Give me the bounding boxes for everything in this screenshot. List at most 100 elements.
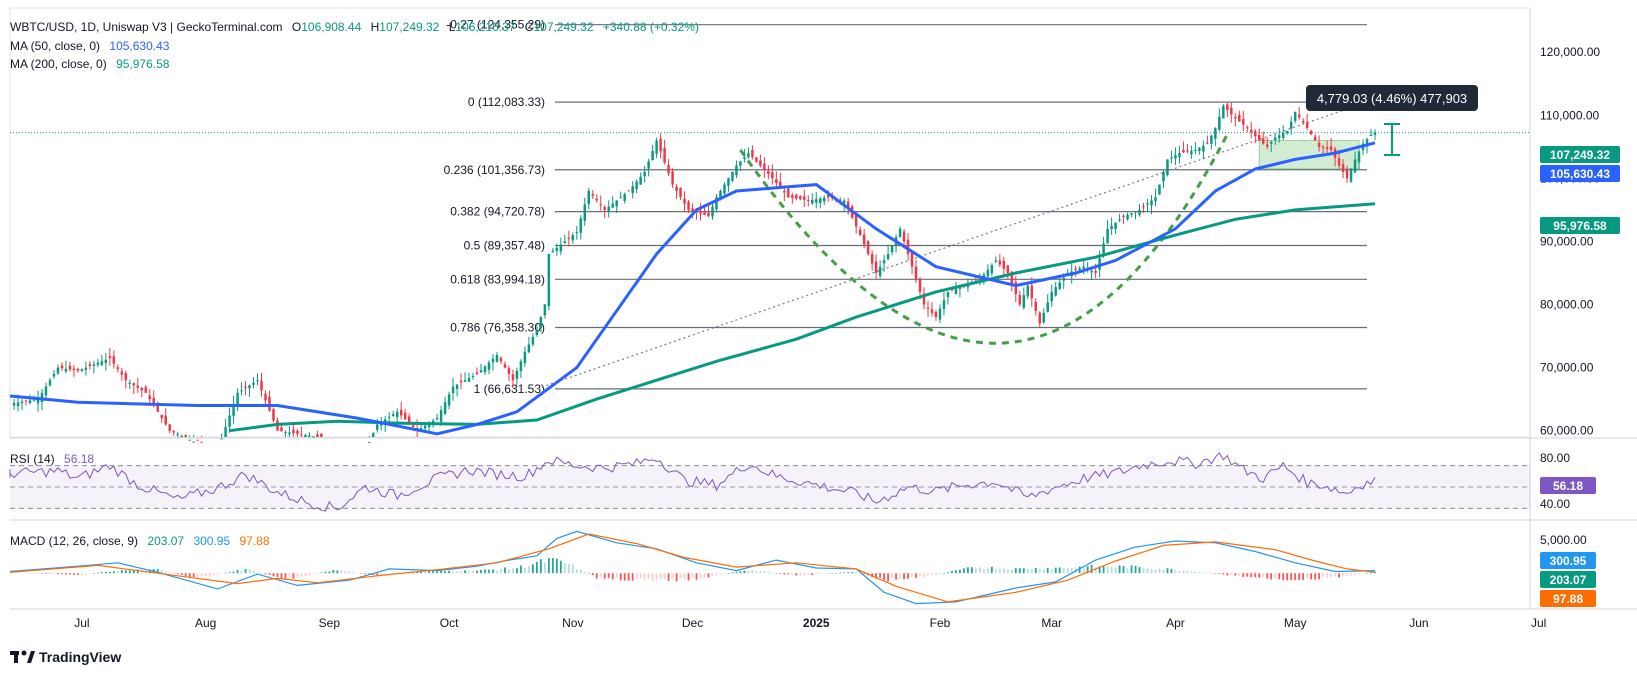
macd-histogram-bar bbox=[49, 573, 51, 574]
candle-body bbox=[623, 194, 626, 201]
candle-body bbox=[272, 409, 275, 421]
candle-body bbox=[555, 247, 559, 251]
candle-body bbox=[571, 235, 575, 241]
macd-histogram-bar bbox=[959, 569, 961, 574]
macd-histogram-bar bbox=[951, 571, 953, 574]
legend-c-label: C bbox=[525, 20, 534, 34]
macd-histogram-bar bbox=[364, 573, 367, 575]
candle-body bbox=[783, 190, 786, 193]
legend[interactable]: WBTC/USD, 1D, Uniswap V3 | GeckoTerminal… bbox=[10, 20, 699, 71]
macd-hist-tag bbox=[1540, 571, 1596, 588]
macd-histogram-bar bbox=[88, 573, 91, 574]
macd-histogram-bar bbox=[120, 570, 123, 574]
macd-histogram-bar bbox=[320, 572, 323, 574]
macd-legend[interactable]: MACD (12, 26, close, 9) 203.07 300.95 97… bbox=[10, 534, 270, 548]
macd-histogram-bar bbox=[1218, 573, 1221, 574]
macd-histogram-bar bbox=[1350, 573, 1352, 576]
candle-body bbox=[1170, 157, 1173, 159]
candle-body bbox=[1238, 114, 1241, 122]
macd-histogram-bar bbox=[719, 573, 722, 575]
macd-histogram-bar bbox=[567, 564, 570, 574]
candle-body bbox=[942, 300, 946, 309]
macd-histogram-bar bbox=[1190, 571, 1193, 574]
candle-body bbox=[815, 199, 818, 203]
candle-body bbox=[1313, 136, 1317, 141]
candle-body bbox=[376, 424, 379, 430]
x-tick-label: Mar bbox=[1041, 616, 1062, 630]
macd-histogram-bar bbox=[539, 559, 542, 574]
candle-body bbox=[946, 291, 950, 298]
candle-body bbox=[156, 402, 159, 412]
candle-body bbox=[1154, 197, 1157, 201]
candle-body bbox=[64, 368, 68, 372]
candle-body bbox=[1281, 133, 1285, 139]
macd-histogram-bar bbox=[29, 572, 31, 574]
svg-text:RSI (14) 56.18: RSI (14) 56.18 bbox=[10, 452, 94, 466]
tradingview-logo[interactable]: TradingView bbox=[10, 649, 121, 665]
candle-body bbox=[886, 254, 890, 260]
candle-body bbox=[1058, 282, 1061, 289]
candle-body bbox=[938, 308, 942, 320]
macd-histogram-bar bbox=[84, 573, 87, 575]
macd-histogram-bar bbox=[41, 573, 43, 574]
fib-trend-line bbox=[536, 101, 1368, 390]
candle-body bbox=[503, 364, 507, 368]
candle-body bbox=[838, 199, 842, 201]
candle-body bbox=[368, 442, 371, 444]
candle-body bbox=[1337, 158, 1341, 166]
candle-body bbox=[539, 317, 543, 329]
macd-histogram-bar bbox=[496, 570, 498, 574]
macd-histogram-bar bbox=[200, 573, 203, 577]
legend-h-label: H bbox=[371, 20, 380, 34]
macd-histogram-bar bbox=[755, 571, 758, 574]
candle-body bbox=[1345, 170, 1349, 179]
candle-body bbox=[32, 399, 36, 401]
macd-histogram-bar bbox=[723, 573, 726, 574]
rsi-axis-top: 80.00 bbox=[1540, 451, 1570, 465]
macd-histogram-bar bbox=[1214, 573, 1217, 574]
macd-histogram-bar bbox=[480, 569, 482, 574]
macd-histogram-bar bbox=[348, 571, 351, 574]
macd-histogram-bar bbox=[967, 567, 969, 574]
candle-body bbox=[635, 181, 638, 190]
macd-histogram-bar bbox=[92, 573, 95, 574]
candle-body bbox=[104, 359, 108, 364]
candle-body bbox=[72, 368, 76, 371]
macd-histogram-bar bbox=[639, 573, 642, 579]
candle-body bbox=[922, 293, 926, 305]
macd-histogram-bar bbox=[300, 573, 303, 577]
macd-histogram-bar bbox=[17, 572, 19, 574]
macd-histogram-bar bbox=[623, 573, 626, 581]
candle-body bbox=[1090, 270, 1093, 273]
candle-body bbox=[587, 190, 591, 204]
macd-histogram-bar bbox=[308, 573, 311, 576]
measure-tool[interactable]: 4,779.03 (4.46%) 477,903 bbox=[1306, 85, 1478, 156]
candle-body bbox=[779, 181, 782, 188]
candle-body bbox=[1242, 118, 1245, 125]
candle-body bbox=[1010, 271, 1014, 284]
candle-body bbox=[236, 392, 239, 405]
y-tick-label: 80,000.00 bbox=[1540, 298, 1594, 312]
macd-histogram-bar bbox=[611, 573, 614, 580]
macd-histogram-bar bbox=[340, 570, 343, 574]
macd-label: MACD (12, 26, close, 9) bbox=[10, 534, 138, 548]
macd-histogram-bar bbox=[73, 573, 75, 575]
macd-histogram-bar bbox=[1310, 573, 1313, 580]
candle-body bbox=[1230, 107, 1233, 115]
candle-body bbox=[1074, 268, 1077, 270]
macd-histogram-bar bbox=[472, 570, 474, 574]
macd-histogram-bar bbox=[388, 573, 391, 575]
rsi-legend[interactable]: RSI (14) 56.18 bbox=[10, 452, 94, 466]
macd-histogram-bar bbox=[1010, 570, 1013, 574]
fibonacci-retracement[interactable]: -0.27 (124,355.29) 0 (112,083.33) 0.236 (1… bbox=[10, 18, 1530, 396]
candle-body bbox=[655, 140, 658, 154]
candle-body bbox=[12, 402, 16, 406]
macd-histogram-bar bbox=[45, 573, 47, 574]
macd-histogram-bar bbox=[368, 573, 371, 575]
measure-tooltip-box bbox=[1306, 85, 1478, 111]
macd-histogram-bar bbox=[783, 573, 786, 575]
candle-body bbox=[643, 172, 646, 177]
candle-body bbox=[148, 395, 151, 400]
macd-histogram-bar bbox=[212, 573, 215, 576]
